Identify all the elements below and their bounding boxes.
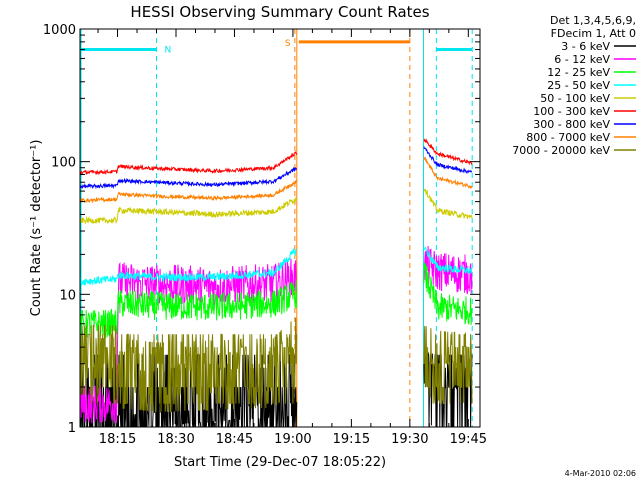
timestamp: 4-Mar-2010 02:06 <box>565 469 636 478</box>
series-line-8-segment-0 <box>80 317 298 412</box>
x-tick-label-3: 19:00 <box>274 432 311 447</box>
x-tick-label-5: 19:30 <box>391 432 428 447</box>
y-tick-label-1: 10 <box>59 288 76 303</box>
legend-label-6: 300 - 800 keV <box>533 118 610 131</box>
legend-label-8: 7000 - 20000 keV <box>512 144 610 157</box>
series-line-8-segment-1 <box>423 325 473 405</box>
chart-title: HESSI Observing Summary Count Rates <box>130 3 429 21</box>
series-line-4-segment-0 <box>80 197 298 225</box>
series-line-7-segment-0 <box>80 179 298 204</box>
y-tick-label-0: 1 <box>68 421 76 436</box>
legend-label-3: 25 - 50 keV <box>547 79 610 92</box>
series-line-4-segment-1 <box>423 188 473 219</box>
y-axis-label: Count Rate (s⁻¹ detector⁻¹) <box>29 140 44 317</box>
y-tick-label-2: 100 <box>51 156 76 171</box>
legend-label-2: 12 - 25 keV <box>547 66 610 79</box>
series-line-3-segment-0 <box>80 247 298 286</box>
series-line-6-segment-0 <box>80 166 298 190</box>
series-line-1-segment-1 <box>423 245 473 295</box>
series-line-6-segment-1 <box>423 146 473 175</box>
series-line-5-segment-0 <box>80 151 298 176</box>
x-axis-label: Start Time (29-Dec-07 18:05:22) <box>174 455 386 470</box>
legend: Det 1,3,4,5,6,9,FDecim 1, Att 03 - 6 keV… <box>512 14 636 157</box>
series-line-7-segment-1 <box>423 156 473 190</box>
series-line-5-segment-1 <box>423 138 473 166</box>
legend-label-4: 50 - 100 keV <box>540 92 610 105</box>
x-tick-label-6: 19:45 <box>450 432 487 447</box>
x-tick-label-1: 18:30 <box>157 432 194 447</box>
flag-label-N: N <box>165 46 172 56</box>
legend-header-1: FDecim 1, Att 0 <box>551 27 636 40</box>
legend-header-0: Det 1,3,4,5,6,9, <box>550 14 636 27</box>
series-line-0-segment-0 <box>80 354 298 427</box>
series-line-3-segment-1 <box>423 246 473 274</box>
y-tick-label-3: 1000 <box>43 23 76 38</box>
series-line-2-segment-1 <box>423 262 473 326</box>
x-tick-label-0: 18:15 <box>99 432 136 447</box>
x-tick-label-2: 18:45 <box>216 432 253 447</box>
plot-frame <box>79 28 481 428</box>
flag-label-S: S <box>285 39 291 49</box>
legend-label-0: 3 - 6 keV <box>561 40 610 53</box>
legend-label-1: 6 - 12 keV <box>554 53 610 66</box>
x-tick-label-4: 19:15 <box>333 432 370 447</box>
legend-label-7: 800 - 7000 keV <box>526 131 610 144</box>
legend-label-5: 100 - 300 keV <box>533 105 610 118</box>
